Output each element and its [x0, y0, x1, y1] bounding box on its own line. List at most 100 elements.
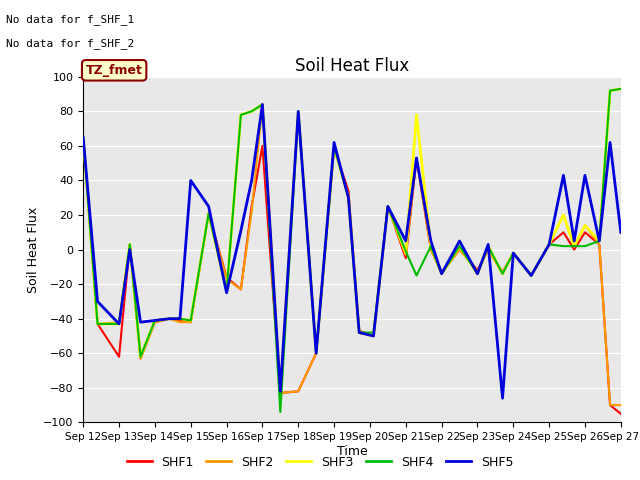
- SHF3: [259, 102, 266, 108]
- SHF1: [617, 411, 625, 417]
- SHF5: [79, 134, 87, 140]
- SHF2: [237, 287, 244, 292]
- SHF3: [606, 88, 614, 94]
- SHF5: [545, 241, 553, 247]
- SHF1: [165, 316, 173, 322]
- SHF2: [223, 276, 230, 282]
- SHF2: [79, 134, 87, 140]
- SHF5: [294, 108, 302, 114]
- SHF4: [456, 243, 463, 249]
- SHF4: [223, 288, 230, 294]
- SHF4: [115, 321, 123, 327]
- SHF1: [384, 204, 392, 209]
- SHF2: [165, 316, 173, 322]
- SHF2: [205, 210, 212, 216]
- SHF1: [248, 204, 255, 209]
- SHF3: [93, 321, 101, 327]
- SHF1: [294, 388, 302, 394]
- SHF3: [294, 108, 302, 114]
- SHF1: [527, 273, 535, 278]
- SHF3: [79, 134, 87, 140]
- SHF1: [456, 247, 463, 252]
- SHF3: [509, 250, 517, 256]
- SHF1: [205, 210, 212, 216]
- SHF2: [93, 321, 101, 327]
- SHF2: [330, 145, 338, 151]
- SHF2: [115, 319, 123, 325]
- SHF1: [115, 354, 123, 360]
- SHF2: [559, 212, 567, 218]
- SHF5: [126, 247, 134, 252]
- SHF2: [570, 243, 578, 249]
- SHF4: [237, 112, 244, 118]
- SHF4: [276, 409, 284, 415]
- SHF1: [499, 269, 506, 275]
- SHF5: [384, 204, 392, 209]
- SHF5: [330, 140, 338, 145]
- SHF2: [456, 247, 463, 252]
- Legend: SHF1, SHF2, SHF3, SHF4, SHF5: SHF1, SHF2, SHF3, SHF4, SHF5: [122, 451, 518, 474]
- SHF1: [237, 287, 244, 292]
- SHF5: [474, 271, 481, 276]
- SHF1: [187, 319, 195, 325]
- SHF1: [427, 247, 435, 252]
- SHF3: [595, 238, 603, 244]
- SHF3: [151, 318, 159, 324]
- SHF2: [402, 252, 410, 258]
- SHF2: [344, 195, 352, 201]
- SHF4: [474, 271, 481, 276]
- SHF1: [259, 143, 266, 149]
- SHF4: [570, 243, 578, 249]
- SHF3: [165, 316, 173, 322]
- SHF2: [595, 241, 603, 247]
- SHF3: [344, 195, 352, 201]
- SHF5: [237, 228, 244, 233]
- SHF5: [456, 238, 463, 244]
- SHF4: [187, 318, 195, 324]
- SHF1: [438, 269, 445, 275]
- SHF4: [370, 330, 378, 336]
- SHF4: [248, 108, 255, 114]
- Line: SHF5: SHF5: [83, 105, 621, 398]
- SHF4: [499, 271, 506, 276]
- SHF3: [384, 204, 392, 209]
- SHF3: [115, 321, 123, 327]
- Line: SHF1: SHF1: [83, 137, 621, 414]
- SHF4: [330, 143, 338, 149]
- SHF5: [137, 319, 145, 325]
- SHF1: [79, 134, 87, 140]
- SHF2: [617, 402, 625, 408]
- SHF2: [187, 319, 195, 325]
- SHF5: [413, 155, 420, 161]
- SHF4: [384, 204, 392, 209]
- SHF2: [427, 247, 435, 252]
- SHF1: [509, 250, 517, 256]
- SHF3: [427, 243, 435, 249]
- SHF5: [570, 238, 578, 244]
- SHF4: [165, 316, 173, 322]
- SHF4: [617, 86, 625, 92]
- SHF4: [581, 243, 589, 249]
- SHF2: [581, 223, 589, 228]
- SHF5: [438, 271, 445, 276]
- SHF1: [570, 247, 578, 252]
- SHF3: [617, 86, 625, 92]
- SHF4: [79, 134, 87, 140]
- SHF4: [402, 249, 410, 254]
- SHF5: [509, 250, 517, 256]
- SHF5: [559, 172, 567, 178]
- SHF3: [137, 354, 145, 360]
- SHF4: [527, 273, 535, 278]
- SHF4: [545, 241, 553, 247]
- SHF2: [499, 271, 506, 276]
- SHF3: [570, 243, 578, 249]
- SHF5: [93, 299, 101, 304]
- SHF1: [176, 318, 184, 324]
- SHF5: [355, 330, 363, 336]
- Line: SHF3: SHF3: [83, 89, 621, 393]
- SHF4: [205, 210, 212, 216]
- SHF3: [402, 250, 410, 256]
- SHF3: [237, 112, 244, 118]
- SHF5: [606, 140, 614, 145]
- SHF4: [595, 238, 603, 244]
